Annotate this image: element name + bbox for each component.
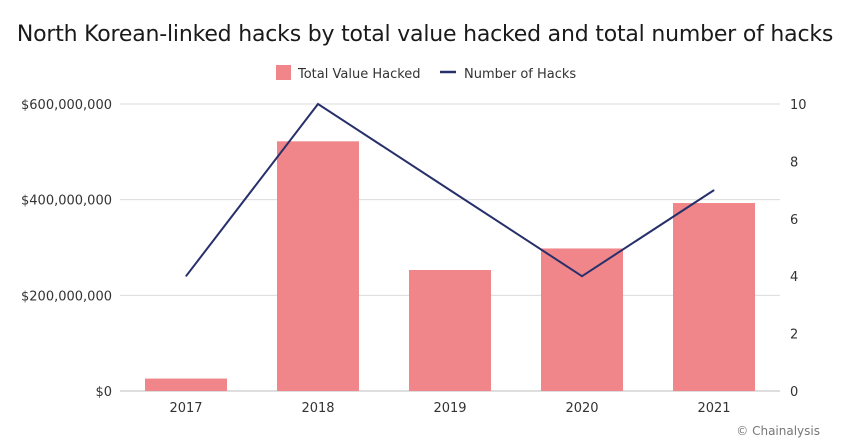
- chart-title: North Korean-linked hacks by total value…: [16, 22, 834, 47]
- y-right-tick-label: 0: [790, 385, 798, 400]
- y-right-tick-label: 4: [790, 270, 798, 285]
- legend-label-total-value: Total Value Hacked: [297, 67, 421, 82]
- y-left-tick-label: $0: [95, 385, 112, 400]
- y-left-tick-label: $400,000,000: [21, 194, 112, 209]
- line-point-2020: [581, 275, 583, 277]
- x-tick-label: 2020: [565, 401, 598, 416]
- bar-2018: [277, 141, 359, 391]
- line-point-2019: [449, 189, 451, 191]
- line-point-2021: [713, 189, 715, 191]
- x-tick-label: 2018: [301, 401, 334, 416]
- x-tick-label: 2019: [433, 401, 466, 416]
- legend-label-number-of-hacks: Number of Hacks: [464, 67, 576, 82]
- source-credit: © Chainalysis: [736, 424, 820, 438]
- x-tick-label: 2017: [169, 401, 202, 416]
- bar-2020: [541, 248, 623, 391]
- y-left-tick-label: $600,000,000: [21, 98, 112, 113]
- y-right-tick-label: 6: [790, 213, 798, 228]
- line-point-2017: [185, 275, 187, 277]
- bar-2019: [409, 269, 491, 391]
- y-right-tick-label: 8: [790, 155, 798, 170]
- bar-2021: [673, 203, 755, 391]
- y-left-tick-label: $200,000,000: [21, 289, 112, 304]
- bar-2017: [145, 378, 227, 391]
- legend-swatch-total-value: [276, 65, 291, 80]
- y-right-tick-label: 2: [790, 328, 798, 343]
- line-point-2018: [317, 103, 319, 105]
- x-tick-label: 2021: [697, 401, 730, 416]
- y-right-tick-label: 10: [790, 98, 807, 113]
